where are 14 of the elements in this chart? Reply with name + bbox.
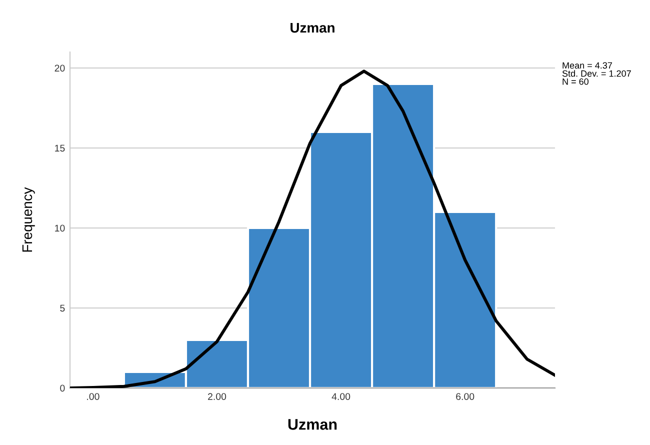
line-series bbox=[70, 70, 555, 388]
y-tick-label: 5 bbox=[60, 304, 65, 312]
y-tick-label: 10 bbox=[55, 224, 65, 232]
x-axis-title: Uzman bbox=[288, 419, 337, 430]
chart-title: Uzman bbox=[290, 23, 334, 33]
x-tick-label: 4.00 bbox=[332, 393, 350, 400]
text: Mean = 4.37 Std. Dev. = 1.207 N = 60 bbox=[562, 62, 631, 85]
x-tick-label: 2.00 bbox=[208, 393, 226, 400]
x-tick-label: .00 bbox=[87, 393, 100, 400]
y-tick-label: 20 bbox=[54, 64, 65, 72]
y-tick-label: 15 bbox=[55, 144, 65, 152]
y-tick-label: 0 bbox=[60, 384, 65, 392]
x-tick-label: 6.00 bbox=[456, 393, 474, 400]
y-axis-title: Frequency bbox=[22, 187, 35, 252]
